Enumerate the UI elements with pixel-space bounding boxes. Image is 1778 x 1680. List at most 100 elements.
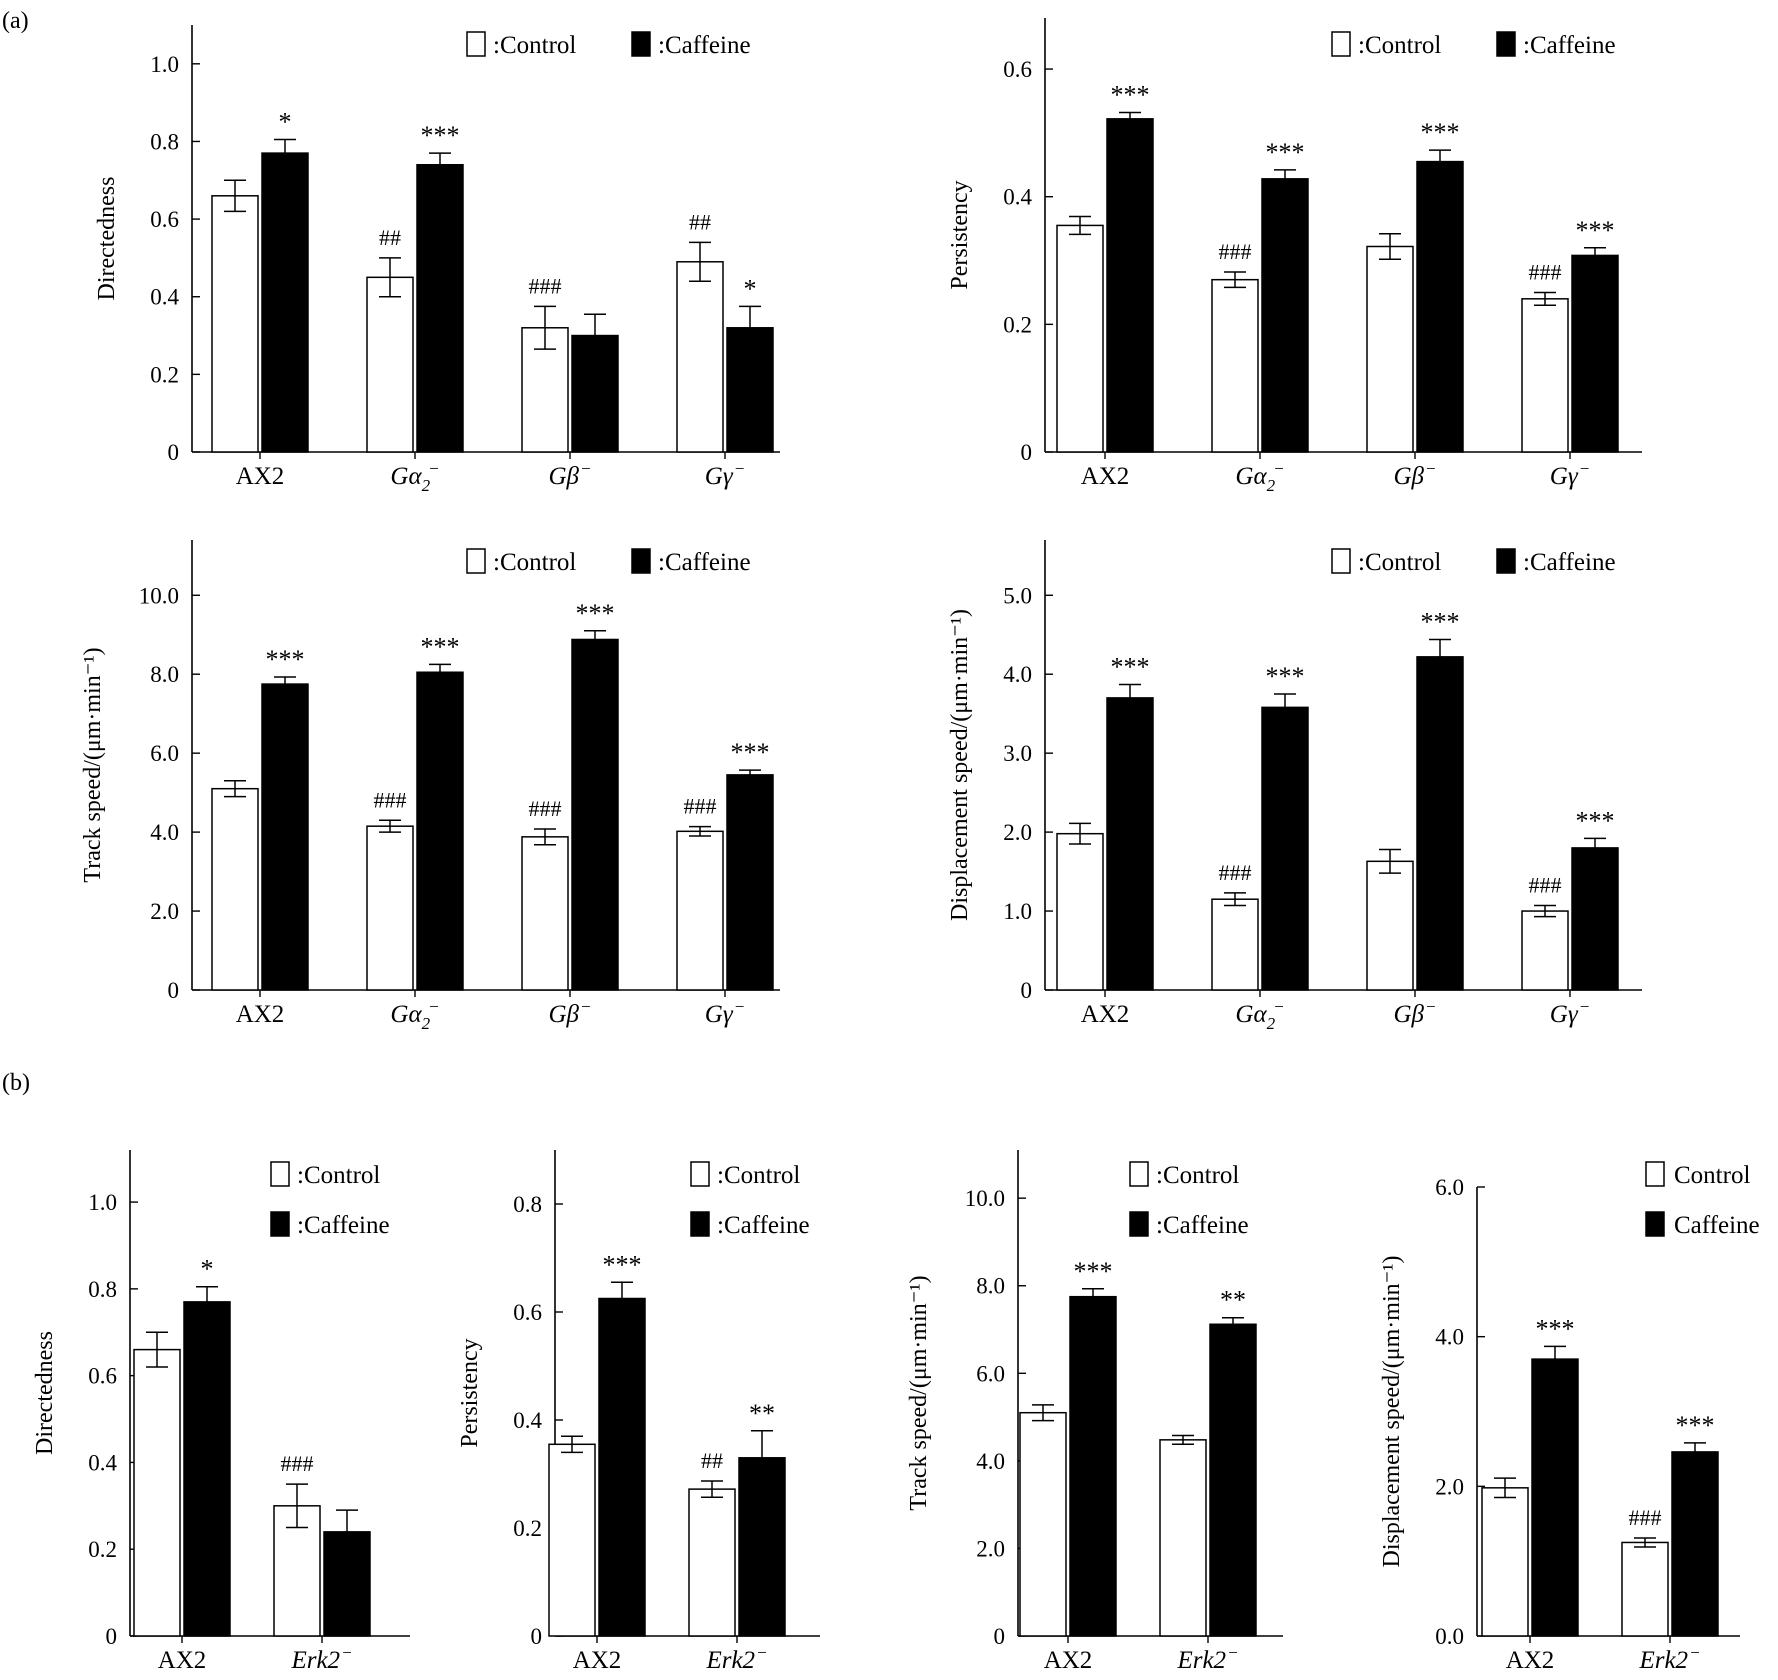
bar-control xyxy=(1211,278,1259,453)
legend-caffeine-label: :Caffeine xyxy=(717,1212,810,1239)
significance-label: *** xyxy=(1676,1411,1715,1440)
x-tick-label: Gγ− xyxy=(1550,459,1590,490)
legend-caffeine-swatch xyxy=(1496,548,1516,574)
chart-a4: 0 1.0 2.0 3.0 4.0 5.0 Displacement speed/(μm·m… xyxy=(947,540,1642,1033)
x-tick-label-sup: − xyxy=(1227,1643,1238,1662)
x-tick-label-base: Gβ xyxy=(549,1001,580,1028)
y-tick-label: 0 xyxy=(531,1624,543,1649)
x-tick-label: Gγ− xyxy=(1550,997,1590,1028)
bar-caffeine xyxy=(726,774,774,991)
x-tick-label-base: Erk2 xyxy=(290,1647,340,1674)
x-tick-label-base: Gβ xyxy=(549,463,580,490)
y-tick-label: 4.0 xyxy=(976,1449,1005,1474)
x-tick-label: Gβ− xyxy=(1394,997,1437,1028)
x-tick-label-sup: − xyxy=(1425,459,1436,478)
significance-label: ### xyxy=(1529,873,1562,898)
y-axis-label: Directedness xyxy=(94,177,120,301)
legend-control-label: :Control xyxy=(493,549,576,576)
y-tick-label: 10.0 xyxy=(139,583,179,608)
bar-caffeine xyxy=(1416,656,1464,991)
significance-label: *** xyxy=(421,632,460,661)
x-tick-label: Erk2− xyxy=(290,1643,352,1674)
x-tick-label: Gα2− xyxy=(390,997,439,1033)
y-tick-label: 2.0 xyxy=(1435,1474,1464,1499)
x-tick-label: AX2 xyxy=(1044,1647,1093,1674)
y-tick-label: 0 xyxy=(168,440,180,465)
bar-caffeine xyxy=(261,683,309,991)
legend-control-swatch xyxy=(270,1161,290,1187)
bar-caffeine xyxy=(1106,697,1154,991)
bar-caffeine xyxy=(1571,254,1619,453)
x-tick-label-sub: 2 xyxy=(1267,1014,1276,1033)
y-axis-label: Persistency xyxy=(457,1338,483,1447)
legend-control-swatch xyxy=(1129,1161,1149,1187)
bar-control xyxy=(1159,1439,1207,1637)
legend-control-swatch xyxy=(690,1161,710,1187)
x-tick-label: Gα2− xyxy=(1235,997,1284,1033)
bar-caffeine xyxy=(1106,118,1154,453)
y-tick-label: 0.2 xyxy=(1003,312,1032,337)
x-tick-label-base: Erk2 xyxy=(1638,1647,1688,1674)
y-tick-label: 0.2 xyxy=(150,362,179,387)
bar-control xyxy=(688,1488,736,1637)
significance-label: ### xyxy=(281,1451,314,1476)
significance-label: ### xyxy=(1629,1505,1662,1530)
bar-control xyxy=(133,1348,181,1637)
x-tick-label-base: AX2 xyxy=(1081,1001,1130,1028)
significance-label: ## xyxy=(689,209,711,234)
y-tick-label: 6.0 xyxy=(1435,1175,1464,1200)
y-tick-label: 8.0 xyxy=(976,1274,1005,1299)
y-tick-label: 10.0 xyxy=(965,1186,1005,1211)
y-tick-label: 0 xyxy=(106,1624,118,1649)
x-tick-label-sup: − xyxy=(1425,997,1436,1016)
legend-control-label: :Control xyxy=(493,32,576,59)
x-tick-label-sup: − xyxy=(428,997,439,1016)
bar-caffeine xyxy=(598,1297,646,1637)
legend-control-label: Control xyxy=(1674,1162,1750,1189)
legend-control-label: :Control xyxy=(717,1162,800,1189)
x-tick-label: Gβ− xyxy=(1394,459,1437,490)
significance-label: *** xyxy=(1421,607,1460,636)
bar-caffeine xyxy=(1571,847,1619,991)
y-axis-label: Displacement speed/(μm·min⁻¹) xyxy=(1379,1256,1405,1568)
significance-label: * xyxy=(744,274,757,303)
x-tick-label: AX2 xyxy=(236,463,285,490)
x-tick-label-sup: − xyxy=(1689,1643,1700,1662)
chart-b4: 0.0 2.0 4.0 6.0 Displacement speed/(μm·min⁻¹… xyxy=(1379,1161,1760,1674)
legend-control-swatch xyxy=(1331,31,1351,57)
legend-caffeine-swatch xyxy=(270,1211,290,1237)
significance-label: ### xyxy=(529,273,562,298)
y-axis-label: Directedness xyxy=(32,1331,58,1455)
significance-label: ### xyxy=(529,796,562,821)
y-tick-label: 0.4 xyxy=(1003,185,1032,210)
legend-caffeine-swatch xyxy=(631,548,651,574)
significance-label: *** xyxy=(603,1250,642,1279)
y-tick-label: 0 xyxy=(168,978,180,1003)
x-tick-label-base: AX2 xyxy=(1506,1647,1555,1674)
significance-label: ### xyxy=(1529,259,1562,284)
bar-caffeine xyxy=(1416,160,1464,453)
significance-label: ** xyxy=(1220,1286,1246,1315)
legend-caffeine-label: Caffeine xyxy=(1674,1212,1760,1239)
y-tick-label: 0.4 xyxy=(150,285,179,310)
bar-control xyxy=(1366,245,1414,453)
legend-caffeine-label: :Caffeine xyxy=(658,32,751,59)
x-tick-label: Erk2− xyxy=(705,1643,767,1674)
significance-label: *** xyxy=(1074,1257,1113,1286)
significance-label: * xyxy=(279,108,292,137)
bar-caffeine xyxy=(1069,1295,1117,1637)
y-tick-label: 5.0 xyxy=(1003,583,1032,608)
significance-label: ## xyxy=(701,1448,723,1473)
significance-label: *** xyxy=(421,121,460,150)
significance-label: *** xyxy=(266,645,305,674)
significance-label: *** xyxy=(1111,652,1150,681)
legend-caffeine-label: :Caffeine xyxy=(297,1212,390,1239)
bar-control xyxy=(1621,1541,1669,1637)
x-tick-label: Gβ− xyxy=(549,459,592,490)
x-tick-label: AX2 xyxy=(1081,1001,1130,1028)
y-tick-label: 0 xyxy=(994,1624,1006,1649)
x-tick-label: Gα2− xyxy=(1235,459,1284,495)
y-axis-label: Track speed/(μm·min⁻¹) xyxy=(80,647,106,882)
legend-control-swatch xyxy=(466,548,486,574)
x-tick-label-base: Erk2 xyxy=(1176,1647,1226,1674)
